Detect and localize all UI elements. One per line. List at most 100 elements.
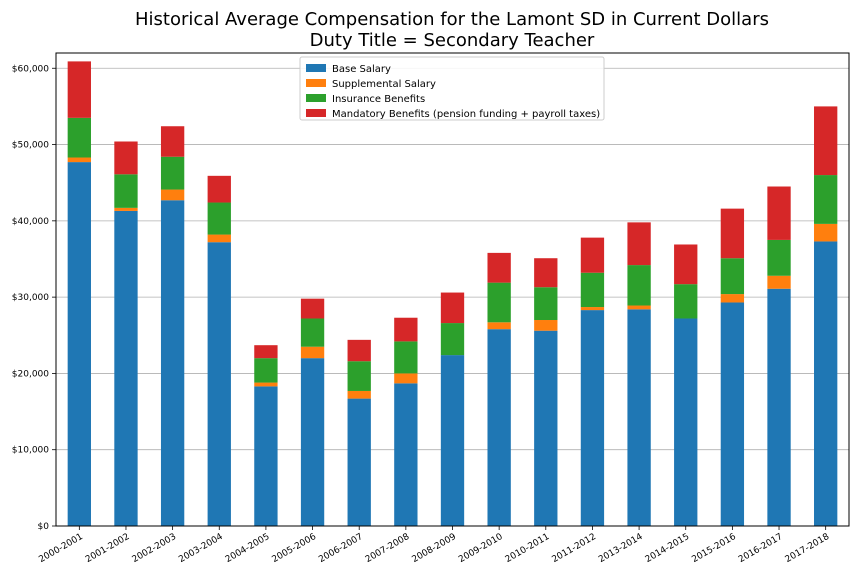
bar-segment	[347, 339, 371, 362]
bar-segment	[814, 241, 838, 526]
legend-swatch	[306, 79, 326, 87]
bar-segment	[207, 175, 231, 203]
bar-segment	[627, 305, 651, 310]
bar-segment	[347, 398, 371, 526]
bar-segment	[720, 258, 745, 295]
bar-segment	[674, 284, 698, 319]
bar-segment	[580, 310, 605, 526]
bar-segment	[440, 355, 465, 526]
x-tick-label: 2017-2018	[784, 532, 832, 565]
bar-segment	[394, 373, 418, 384]
legend-label: Insurance Benefits	[332, 94, 425, 105]
x-tick-label: 2010-2011	[504, 532, 551, 565]
x-tick-label: 2007-2008	[364, 532, 412, 565]
bar-segment	[207, 234, 231, 243]
bar-segment	[300, 318, 325, 347]
y-tick-label: $30,000	[12, 293, 49, 303]
bar-segment	[720, 294, 745, 303]
y-tick-label: $50,000	[12, 141, 49, 151]
legend-label: Mandatory Benefits (pension funding + pa…	[332, 109, 600, 120]
x-tick-label: 2008-2009	[411, 532, 459, 565]
bar-segment	[767, 186, 791, 240]
x-tick-label: 2013-2014	[597, 532, 645, 565]
bar-segment	[394, 317, 418, 342]
bar-segment	[580, 237, 605, 273]
bar-segment	[394, 383, 418, 526]
bar-segment	[814, 223, 838, 242]
bar-segment	[160, 156, 185, 190]
x-tick-label: 2003-2004	[177, 532, 225, 565]
bar-segment	[440, 323, 465, 356]
bar-segment	[487, 282, 511, 323]
x-tick-label: 2016-2017	[737, 532, 784, 565]
legend-swatch	[306, 64, 326, 72]
bar-segment	[440, 292, 465, 324]
bar-segment	[67, 162, 91, 526]
bars	[67, 61, 838, 527]
bar-segment	[487, 322, 511, 330]
bar-segment	[207, 242, 231, 526]
legend: Base Salary Supplemental Salary Insurance …	[299, 56, 605, 121]
x-tick-label: 2005-2006	[271, 532, 319, 565]
bar-segment	[114, 174, 138, 208]
bar-segment	[767, 239, 791, 276]
bar-segment	[67, 61, 91, 118]
bar-segment	[534, 258, 558, 288]
bar-segment	[674, 244, 698, 285]
chart-title: Historical Average Compensation for the …	[135, 9, 769, 30]
y-tick-label: $60,000	[12, 64, 49, 74]
bar-segment	[160, 126, 185, 157]
legend-swatch	[306, 109, 326, 117]
bar-segment	[160, 200, 185, 526]
chart-subtitle: Duty Title = Secondary Teacher	[310, 30, 595, 51]
bar-segment	[114, 207, 138, 211]
legend-box	[299, 56, 605, 121]
y-tick-label: $20,000	[12, 369, 49, 379]
y-tick-label: $0	[38, 522, 50, 532]
bar-segment	[674, 318, 698, 526]
bar-segment	[767, 275, 791, 289]
bar-segment	[114, 210, 138, 527]
legend-label: Base Salary	[332, 64, 391, 75]
bar-segment	[814, 175, 838, 224]
bar-segment	[767, 288, 791, 526]
x-tick-label: 2001-2002	[84, 532, 131, 565]
x-tick-label: 2004-2005	[224, 532, 271, 565]
x-tick-label: 2014-2015	[644, 532, 691, 565]
x-axis: 2000-2001 2001-2002 2002-2003 2003-2004 2004…	[37, 526, 831, 565]
bar-segment	[300, 346, 325, 359]
bar-segment	[114, 141, 138, 175]
bar-segment	[487, 252, 511, 283]
bar-segment	[347, 390, 371, 399]
legend-label: Supplemental Salary	[332, 79, 436, 90]
x-tick-label: 2009-2010	[457, 532, 505, 565]
x-tick-label: 2006-2007	[317, 532, 364, 565]
bar-segment	[534, 320, 558, 331]
bar-segment	[720, 302, 745, 526]
bar-segment	[347, 361, 371, 391]
bar-segment	[580, 307, 605, 311]
y-tick-label: $40,000	[12, 217, 49, 227]
x-tick-label: 2011-2012	[550, 532, 597, 565]
bar-segment	[207, 202, 231, 235]
bar-segment	[254, 382, 278, 387]
bar-segment	[394, 341, 418, 374]
bar-segment	[67, 117, 91, 158]
x-tick-label: 2002-2003	[131, 532, 178, 565]
y-axis: $0 $10,000 $20,000 $30,000 $40,000 $50,000 $60…	[12, 64, 56, 532]
x-tick-label: 2015-2016	[690, 532, 738, 565]
bar-segment	[814, 106, 838, 176]
bar-segment	[254, 386, 278, 526]
bar-segment	[627, 265, 651, 306]
bar-segment	[487, 329, 511, 526]
bar-segment	[627, 222, 651, 266]
bar-segment	[254, 345, 278, 359]
bar-segment	[254, 358, 278, 383]
y-tick-label: $10,000	[12, 446, 49, 456]
bar-segment	[300, 298, 325, 319]
bar-segment	[720, 208, 745, 259]
bar-segment	[534, 330, 558, 526]
bar-segment	[627, 309, 651, 526]
bar-segment	[67, 157, 91, 163]
